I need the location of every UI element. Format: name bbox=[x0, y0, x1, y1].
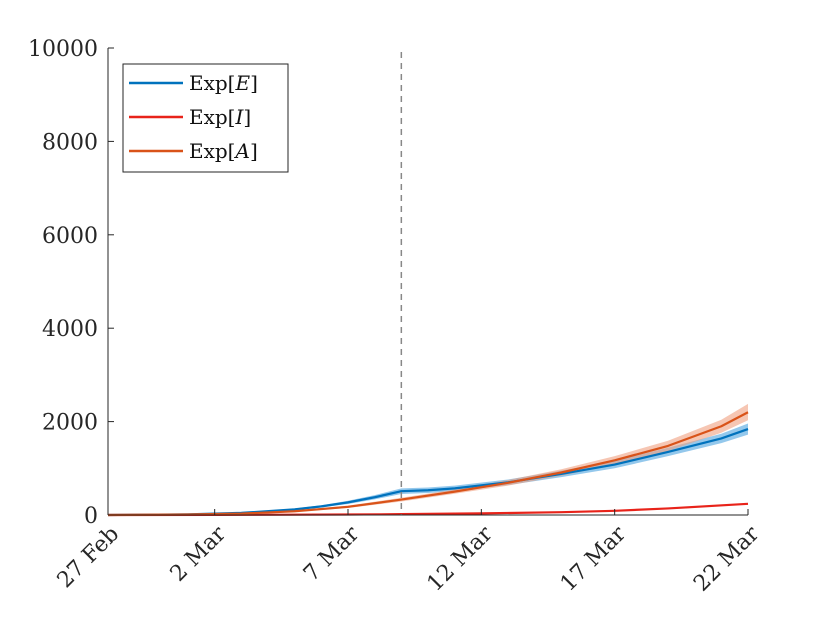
legend-label-var: E bbox=[234, 71, 250, 95]
confidence-bands bbox=[108, 403, 748, 515]
legend-label-base: Exp[ bbox=[189, 105, 235, 129]
legend: Exp[E]Exp[I]Exp[A] bbox=[122, 63, 289, 173]
y-tick-label: 6000 bbox=[42, 224, 98, 249]
legend-label-close: ] bbox=[250, 139, 258, 163]
x-tick-label: 7 Mar bbox=[299, 521, 365, 587]
legend-label-base: Exp[ bbox=[189, 71, 235, 95]
series-line-exp-e- bbox=[107, 428, 749, 517]
x-tick-label: 22 Mar bbox=[689, 521, 764, 596]
legend-label: Exp[E] bbox=[189, 71, 258, 95]
y-tick-label: 2000 bbox=[42, 411, 98, 436]
legend-label-base: Exp[ bbox=[189, 139, 235, 163]
series-line-exp-a- bbox=[107, 411, 749, 517]
x-tick-label: 27 Feb bbox=[53, 522, 125, 594]
y-axis-ticks: 0 2000 4000 6000 8000 10000 bbox=[28, 37, 114, 529]
y-tick-label: 4000 bbox=[42, 317, 98, 342]
legend-label-var: A bbox=[233, 139, 249, 163]
x-axis-ticks: 27 Feb 2 Mar 7 Mar 12 Mar 17 Mar 22 Mar bbox=[53, 509, 765, 597]
x-tick-label: 2 Mar bbox=[166, 521, 232, 587]
x-tick-label: 12 Mar bbox=[423, 521, 498, 596]
series-lines bbox=[107, 411, 749, 517]
legend-label-var: I bbox=[234, 105, 244, 129]
band-exp-e- bbox=[108, 423, 748, 515]
legend-label-close: ] bbox=[250, 71, 258, 95]
legend-label: Exp[I] bbox=[189, 105, 251, 129]
y-tick-label: 10000 bbox=[28, 37, 98, 62]
legend-label-close: ] bbox=[243, 105, 251, 129]
x-tick-label: 17 Mar bbox=[556, 521, 631, 596]
legend-label: Exp[A] bbox=[189, 139, 258, 163]
y-tick-label: 8000 bbox=[42, 130, 98, 155]
y-tick-label: 0 bbox=[84, 504, 98, 529]
